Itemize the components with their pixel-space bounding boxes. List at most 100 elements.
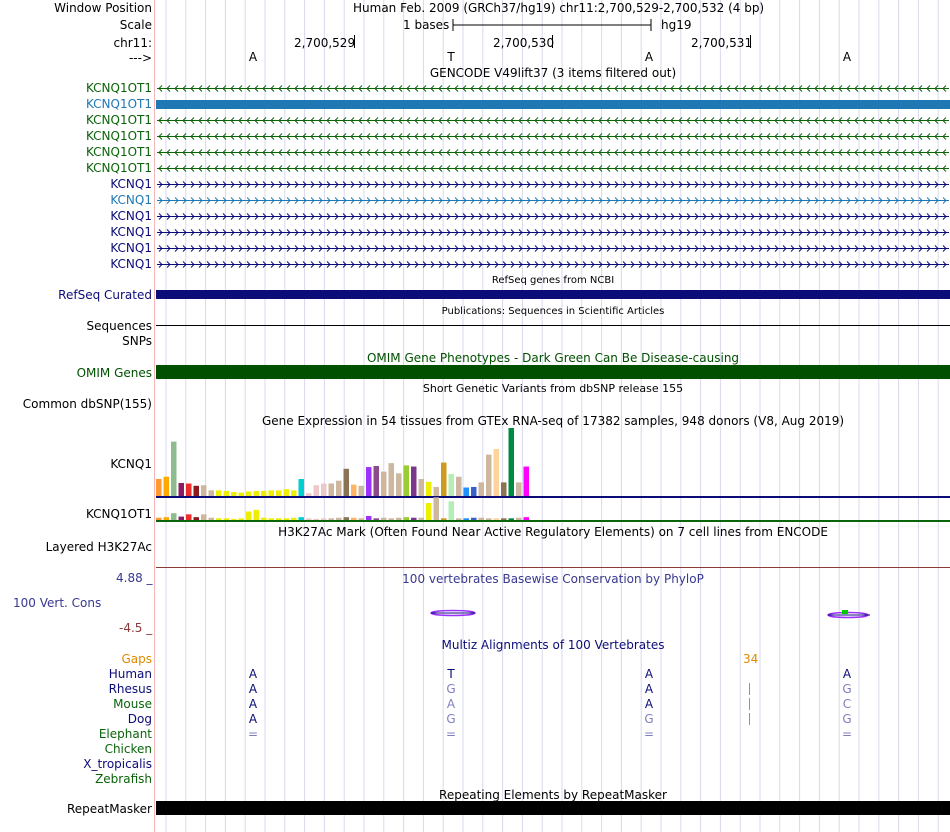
- plus-strand-intron[interactable]: [157, 260, 949, 269]
- gtex-kcnq1ot1-bar: [516, 517, 522, 520]
- gtex-kcnq1ot1-bar: [306, 518, 312, 520]
- omim-track-label[interactable]: OMIM Genes: [76, 366, 152, 380]
- minus-strand-intron[interactable]: [157, 164, 949, 173]
- multiz-species-label[interactable]: Dog: [127, 712, 152, 726]
- gtex-track-title[interactable]: Gene Expression in 54 tissues from GTEx …: [261, 414, 845, 428]
- gtex-kcnq1ot1-bar: [343, 517, 349, 520]
- gtex-kcnq1ot1-bar: [163, 517, 169, 520]
- multiz-gaps-label: Gaps: [121, 652, 152, 666]
- snps-track-label[interactable]: SNPs: [122, 334, 152, 348]
- gtex-gene-label-kcnq1ot1[interactable]: KCNQ1OT1: [85, 507, 152, 521]
- repeatmasker-track-title[interactable]: Repeating Elements by RepeatMasker: [439, 788, 667, 802]
- gencode-gene-label[interactable]: KCNQ1: [110, 225, 152, 239]
- gtex-kcnq1ot1-bar: [463, 518, 469, 520]
- gtex-kcnq1-bar: [388, 463, 394, 496]
- gencode-gene-label[interactable]: KCNQ1: [110, 177, 152, 191]
- h3k27ac-track-label[interactable]: Layered H3K27Ac: [45, 540, 152, 554]
- gencode-exon-block[interactable]: [156, 100, 950, 109]
- gencode-gene-label[interactable]: KCNQ1OT1: [85, 113, 152, 127]
- gencode-gene-label[interactable]: KCNQ1: [110, 193, 152, 207]
- gtex-kcnq1-bar: [471, 486, 477, 496]
- gtex-kcnq1ot1-bar: [193, 517, 199, 520]
- multiz-species-label[interactable]: Elephant: [98, 727, 152, 741]
- gtex-gene-label-kcnq1[interactable]: KCNQ1: [110, 457, 152, 471]
- gtex-kcnq1ot1-bar: [501, 518, 507, 520]
- gtex-kcnq1ot1-bar: [268, 518, 274, 520]
- gencode-gene-label[interactable]: KCNQ1OT1: [85, 161, 152, 175]
- multiz-base: A: [842, 667, 852, 681]
- ruler-tick: [354, 35, 355, 48]
- repeatmasker-track-label[interactable]: RepeatMasker: [66, 802, 152, 816]
- multiz-species-label[interactable]: Human: [108, 667, 152, 681]
- plus-strand-intron[interactable]: [157, 180, 949, 189]
- phylop-score-mark: [827, 610, 870, 619]
- publications-track-title[interactable]: Publications: Sequences in Scientific Ar…: [441, 306, 665, 317]
- omim-track-title[interactable]: OMIM Gene Phenotypes - Dark Green Can Be…: [366, 351, 740, 365]
- multiz-gap-marker: [749, 683, 750, 695]
- multiz-species-label[interactable]: Mouse: [113, 697, 152, 711]
- plus-strand-intron[interactable]: [157, 228, 949, 237]
- gtex-kcnq1-bar: [411, 466, 417, 496]
- scale-label: Scale: [119, 18, 152, 32]
- plus-strand-intron[interactable]: [157, 196, 949, 205]
- gtex-kcnq1-bar: [178, 482, 184, 496]
- ruler-coord: 2,700,531: [691, 36, 753, 50]
- refseq-gene-block[interactable]: [156, 290, 950, 299]
- gtex-kcnq1ot1-bar: [508, 518, 514, 520]
- plus-strand-intron[interactable]: [157, 244, 949, 253]
- minus-strand-intron[interactable]: [157, 132, 949, 141]
- gtex-kcnq1ot1-bar: [156, 517, 162, 520]
- gtex-kcnq1-bar: [358, 485, 364, 496]
- gtex-kcnq1ot1-bar: [448, 501, 454, 520]
- multiz-species-label[interactable]: Chicken: [104, 742, 152, 756]
- omim-gene-block[interactable]: [156, 365, 950, 379]
- minus-strand-intron[interactable]: [157, 148, 949, 157]
- gtex-kcnq1ot1-bar: [486, 518, 492, 520]
- dbsnp-track-title[interactable]: Short Genetic Variants from dbSNP releas…: [422, 382, 684, 395]
- multiz-species-label[interactable]: Zebrafish: [95, 772, 152, 786]
- gtex-kcnq1-bar: [306, 493, 312, 496]
- multiz-species-label[interactable]: X_tropicalis: [83, 757, 152, 771]
- h3k27ac-baseline: [156, 567, 950, 568]
- multiz-base: =: [643, 727, 655, 741]
- gencode-gene-label[interactable]: KCNQ1OT1: [85, 129, 152, 143]
- gtex-kcnq1-bar: [298, 479, 304, 496]
- multiz-base: A: [644, 697, 654, 711]
- multiz-species-label[interactable]: Rhesus: [108, 682, 152, 696]
- phylop-track-label[interactable]: 100 Vert. Cons: [13, 596, 102, 610]
- multiz-base: C: [842, 697, 852, 711]
- assembly-position-text: Human Feb. 2009 (GRCh37/hg19) chr11:2,70…: [353, 1, 765, 15]
- gtex-kcnq1ot1-bar: [441, 518, 447, 520]
- gtex-kcnq1-bar: [433, 486, 439, 496]
- gencode-gene-label[interactable]: KCNQ1: [110, 209, 152, 223]
- gtex-kcnq1-bar: [396, 473, 402, 496]
- multiz-track-title[interactable]: Multiz Alignments of 100 Vertebrates: [441, 638, 665, 652]
- repeatmasker-block[interactable]: [156, 801, 950, 815]
- gtex-bar-chart[interactable]: [156, 426, 950, 522]
- multiz-base: G: [842, 682, 852, 696]
- gencode-gene-label[interactable]: KCNQ1OT1: [85, 97, 152, 111]
- h3k27ac-track-title[interactable]: H3K27Ac Mark (Often Found Near Active Re…: [278, 525, 828, 539]
- gencode-track-title[interactable]: GENCODE V49lift37 (3 items filtered out): [429, 66, 677, 80]
- gtex-kcnq1ot1-bar: [418, 517, 424, 520]
- minus-strand-intron[interactable]: [157, 116, 949, 125]
- phylop-score-mark: [430, 609, 476, 617]
- sequences-track-label[interactable]: Sequences: [86, 319, 152, 333]
- gencode-gene-label[interactable]: KCNQ1: [110, 257, 152, 271]
- plus-strand-intron[interactable]: [157, 212, 949, 221]
- gencode-gene-label[interactable]: KCNQ1: [110, 241, 152, 255]
- gencode-gene-label[interactable]: KCNQ1OT1: [85, 81, 152, 95]
- gtex-kcnq1ot1-bar: [456, 518, 462, 520]
- phylop-track-title[interactable]: 100 vertebrates Basewise Conservation by…: [402, 572, 704, 586]
- sequences-line: [156, 325, 950, 326]
- gtex-kcnq1ot1-bar: [291, 517, 297, 520]
- minus-strand-intron[interactable]: [157, 84, 949, 93]
- dbsnp-track-label[interactable]: Common dbSNP(155): [22, 397, 152, 411]
- gtex-kcnq1ot1-bar: [171, 513, 177, 520]
- gtex-kcnq1-bar: [478, 482, 484, 496]
- gencode-gene-label[interactable]: KCNQ1OT1: [85, 145, 152, 159]
- refseq-track-title[interactable]: RefSeq genes from NCBI: [491, 275, 615, 286]
- multiz-base: A: [248, 667, 258, 681]
- refseq-track-label[interactable]: RefSeq Curated: [58, 288, 152, 302]
- gtex-kcnq1ot1-bar: [478, 517, 484, 520]
